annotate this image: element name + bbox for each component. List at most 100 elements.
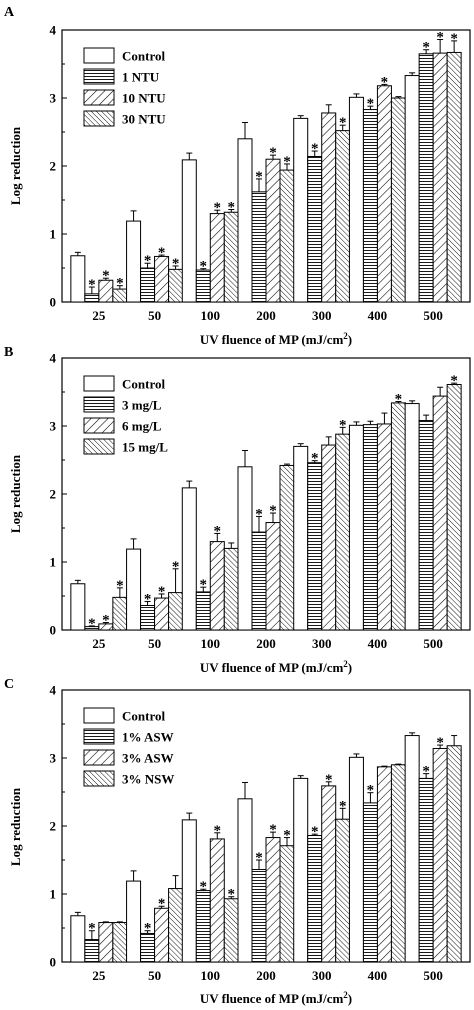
bar	[154, 907, 170, 963]
bar	[251, 531, 267, 631]
significance-star: *	[339, 115, 347, 131]
significance-star: *	[158, 896, 166, 912]
bar	[223, 898, 239, 963]
significance-star: *	[283, 828, 291, 844]
bar	[251, 869, 267, 963]
legend-label: 30 NTU	[122, 112, 166, 127]
x-tick-label: 50	[148, 636, 161, 651]
x-tick-label: 50	[148, 968, 161, 983]
y-tick-label: 1	[50, 227, 57, 242]
significance-star: *	[88, 616, 96, 632]
y-tick-label: 4	[50, 683, 57, 698]
y-tick-label: 4	[50, 23, 57, 38]
significance-star: *	[436, 735, 444, 751]
bar	[418, 53, 434, 303]
bar	[195, 591, 211, 631]
y-tick-label: 1	[50, 887, 57, 902]
y-tick-label: 2	[50, 159, 57, 174]
significance-star: *	[200, 879, 208, 895]
bar	[126, 548, 142, 631]
panel-b: B Log reduction UV fluence of MP (mJ/cm2…	[4, 345, 471, 675]
bar	[112, 922, 128, 963]
bar	[154, 255, 170, 303]
legend-swatch	[83, 89, 115, 106]
significance-star: *	[339, 417, 347, 433]
significance-star: *	[172, 559, 180, 575]
bar	[432, 52, 448, 303]
significance-star: *	[269, 503, 277, 519]
bar	[307, 155, 323, 303]
panel-a-xlabel: UV fluence of MP (mJ/cm2)	[200, 331, 352, 347]
x-tick-label: 300	[312, 636, 332, 651]
x-tick-label: 500	[423, 636, 443, 651]
bar	[70, 255, 86, 303]
significance-star: *	[367, 96, 375, 112]
bar	[126, 880, 142, 963]
panel-c: C Log reduction UV fluence of MP (mJ/cm2…	[4, 677, 471, 1006]
bar	[321, 785, 337, 963]
bar	[307, 462, 323, 631]
bar	[418, 420, 434, 631]
significance-star: *	[381, 74, 389, 90]
bar	[390, 402, 406, 631]
legend-swatch	[83, 728, 115, 745]
legend-label: Control	[122, 377, 165, 392]
significance-star: *	[367, 783, 375, 799]
significance-star: *	[269, 145, 277, 161]
bar	[348, 424, 364, 631]
y-tick-label: 3	[50, 751, 57, 766]
bar	[140, 267, 156, 303]
bar	[112, 596, 128, 631]
x-tick-label: 100	[201, 968, 221, 983]
bar	[432, 395, 448, 631]
bar	[376, 423, 392, 631]
significance-star: *	[228, 887, 236, 903]
legend-label: 3% ASW	[122, 751, 174, 766]
bar	[223, 547, 239, 631]
x-tick-label: 300	[312, 968, 332, 983]
legend-swatch	[83, 375, 115, 392]
x-tick-label: 100	[201, 308, 221, 323]
y-tick-label: 3	[50, 419, 57, 434]
legend-label: 6 mg/L	[122, 419, 162, 434]
bar	[404, 735, 420, 963]
bar	[168, 592, 184, 631]
legend-label: 3% NSW	[122, 772, 174, 787]
significance-star: *	[144, 253, 152, 269]
bar	[168, 888, 184, 963]
bar	[126, 220, 142, 303]
panel-a-ylabel: Log reduction	[8, 126, 23, 205]
legend-label: Control	[122, 709, 165, 724]
bar	[279, 845, 295, 963]
bar	[237, 798, 253, 963]
significance-star: *	[269, 822, 277, 838]
significance-star: *	[395, 392, 403, 408]
bar	[70, 583, 86, 631]
significance-star: *	[88, 277, 96, 293]
significance-star: *	[214, 823, 222, 839]
y-tick-label: 2	[50, 819, 57, 834]
bar	[362, 424, 378, 631]
legend-swatch	[83, 68, 115, 85]
bar	[446, 51, 462, 303]
x-tick-label: 50	[148, 308, 161, 323]
x-tick-label: 400	[368, 968, 388, 983]
significance-star: *	[228, 200, 236, 216]
bar	[209, 213, 225, 303]
legend-swatch	[83, 438, 115, 455]
panel-a: A Log reduction UV fluence of MP (mJ/cm2…	[4, 5, 471, 347]
bar	[348, 756, 364, 963]
bar	[209, 838, 225, 963]
bar	[432, 747, 448, 963]
y-tick-label: 3	[50, 91, 57, 106]
bar	[181, 819, 197, 963]
bar	[376, 85, 392, 303]
bar	[362, 802, 378, 963]
x-tick-label: 500	[423, 968, 443, 983]
significance-star: *	[158, 584, 166, 600]
panel-c-ylabel: Log reduction	[8, 787, 23, 866]
bar	[390, 764, 406, 963]
significance-star: *	[88, 921, 96, 937]
significance-star: *	[422, 764, 430, 780]
legend-label: 3 mg/L	[122, 398, 162, 413]
